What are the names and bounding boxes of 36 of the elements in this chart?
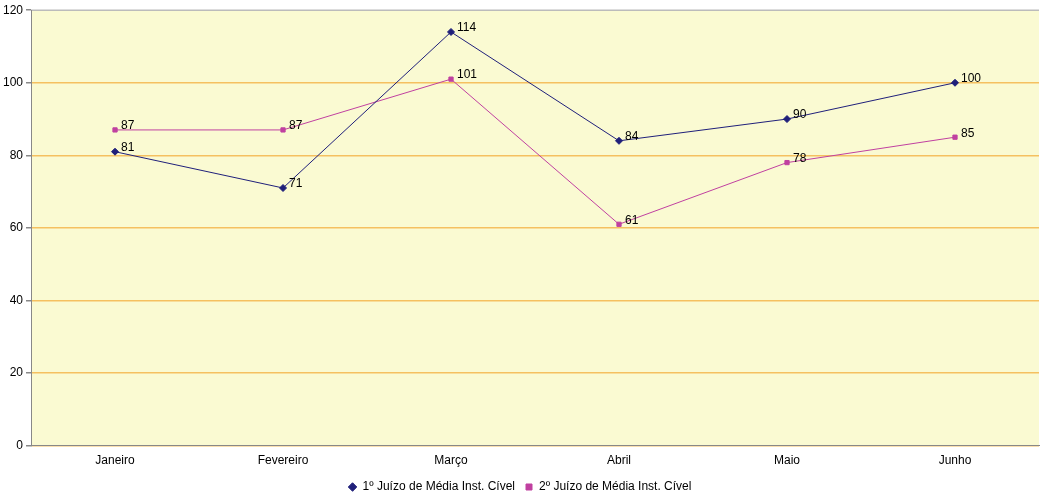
- x-tick-label: Fevereiro: [257, 453, 309, 468]
- data-label: 61: [625, 212, 639, 227]
- point: [448, 76, 454, 82]
- point: [447, 27, 456, 36]
- point: [112, 127, 118, 133]
- point: [279, 183, 288, 192]
- point: [784, 159, 790, 166]
- data-label: 71: [289, 176, 303, 191]
- point: [783, 115, 792, 124]
- y-tick-label: 20: [9, 365, 24, 380]
- y-tick-label: 80: [9, 147, 24, 162]
- data-label: 85: [961, 125, 975, 140]
- y-tick-label: 40: [9, 292, 24, 307]
- data-label: 101: [457, 67, 478, 82]
- legend-label: 2º Juízo de Média Inst. Cível: [539, 479, 692, 494]
- x-tick-label: Maio: [774, 453, 801, 468]
- point: [616, 221, 622, 227]
- data-label: 81: [121, 140, 135, 155]
- y-tick-label: 100: [2, 75, 24, 90]
- data-label: 87: [121, 118, 135, 133]
- x-tick-label: Janeiro: [95, 453, 136, 468]
- point: [111, 147, 120, 156]
- point: [951, 78, 959, 87]
- x-tick-label: Abril: [607, 453, 632, 468]
- x-tick-label: Março: [434, 453, 469, 468]
- y-tick-label: 0: [16, 437, 24, 452]
- data-label: 114: [457, 20, 477, 35]
- legend-label: 1º Juízo de Média Inst. Cível: [362, 479, 516, 494]
- point: [952, 134, 958, 140]
- y-tick-label: 60: [9, 220, 24, 235]
- data-label: 100: [961, 71, 982, 86]
- point: [280, 127, 286, 133]
- y-tick-label: 120: [2, 2, 24, 17]
- data-label: 78: [793, 150, 807, 165]
- point: [615, 136, 624, 145]
- x-tick-label: Junho: [938, 453, 972, 468]
